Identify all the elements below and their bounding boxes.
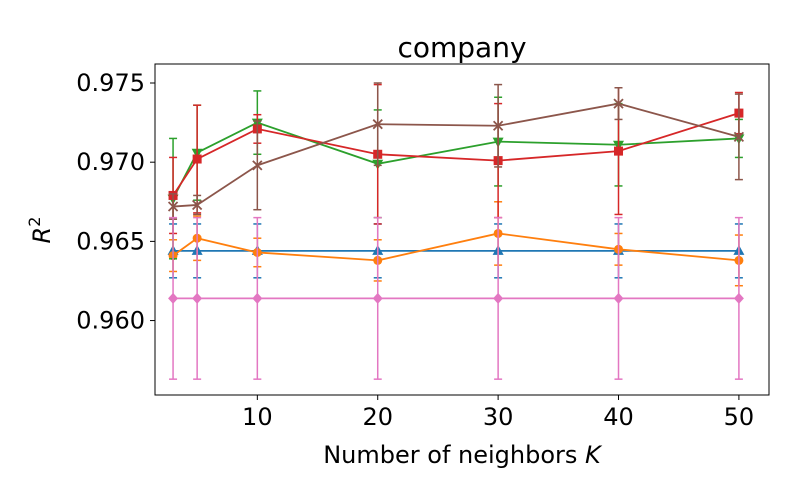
axis-ticks: 10 20 30 40 50 0.960 0.965 0.970 0.975 — [76, 69, 754, 431]
x-axis-label-variable: K — [585, 441, 603, 469]
data-point — [192, 292, 203, 304]
x-axis-label-text: Number of neighbors — [323, 441, 585, 469]
series-2 — [168, 201, 744, 287]
series-4 — [168, 83, 744, 235]
data-point-stroke — [372, 119, 383, 130]
data-point — [252, 292, 263, 304]
data-point — [167, 201, 179, 212]
data-point — [614, 146, 624, 156]
y-axis-label-base: R — [28, 227, 56, 244]
data-point-stroke — [733, 131, 745, 142]
x-tick-label: 10 — [242, 403, 273, 431]
data-point-stroke — [252, 160, 263, 171]
data-point-stroke — [492, 120, 504, 131]
data-point — [252, 160, 263, 171]
plot-series — [167, 82, 745, 380]
data-point — [372, 119, 383, 130]
data-point-stroke — [167, 201, 179, 212]
y-tick-label: 0.960 — [76, 307, 145, 335]
data-point — [192, 199, 203, 211]
y-tick-label: 0.970 — [76, 148, 145, 176]
series-3 — [167, 90, 745, 260]
chart-title: company — [397, 31, 526, 64]
series-6 — [168, 216, 744, 380]
data-point-stroke — [613, 98, 624, 109]
x-tick-label: 30 — [483, 403, 514, 431]
plot-frame — [154, 63, 770, 396]
data-point — [492, 120, 504, 131]
data-point — [733, 131, 745, 142]
y-tick-label: 0.965 — [76, 227, 145, 255]
y-axis-label-exponent: 2 — [25, 217, 44, 227]
series-5 — [167, 82, 745, 220]
x-axis-label: Number of neighbors K — [323, 441, 603, 469]
x-tick-label: 50 — [724, 403, 755, 431]
x-tick-label: 20 — [362, 403, 393, 431]
data-point — [613, 98, 624, 109]
y-axis-label: R2 — [25, 217, 56, 244]
x-tick-label: 40 — [603, 403, 634, 431]
data-point-stroke — [192, 199, 203, 211]
data-point — [168, 292, 179, 304]
y-tick-label: 0.975 — [76, 69, 145, 97]
data-point — [372, 292, 383, 304]
data-point — [613, 292, 624, 304]
data-point — [192, 154, 202, 164]
data-point — [493, 292, 504, 304]
data-point — [733, 292, 744, 304]
